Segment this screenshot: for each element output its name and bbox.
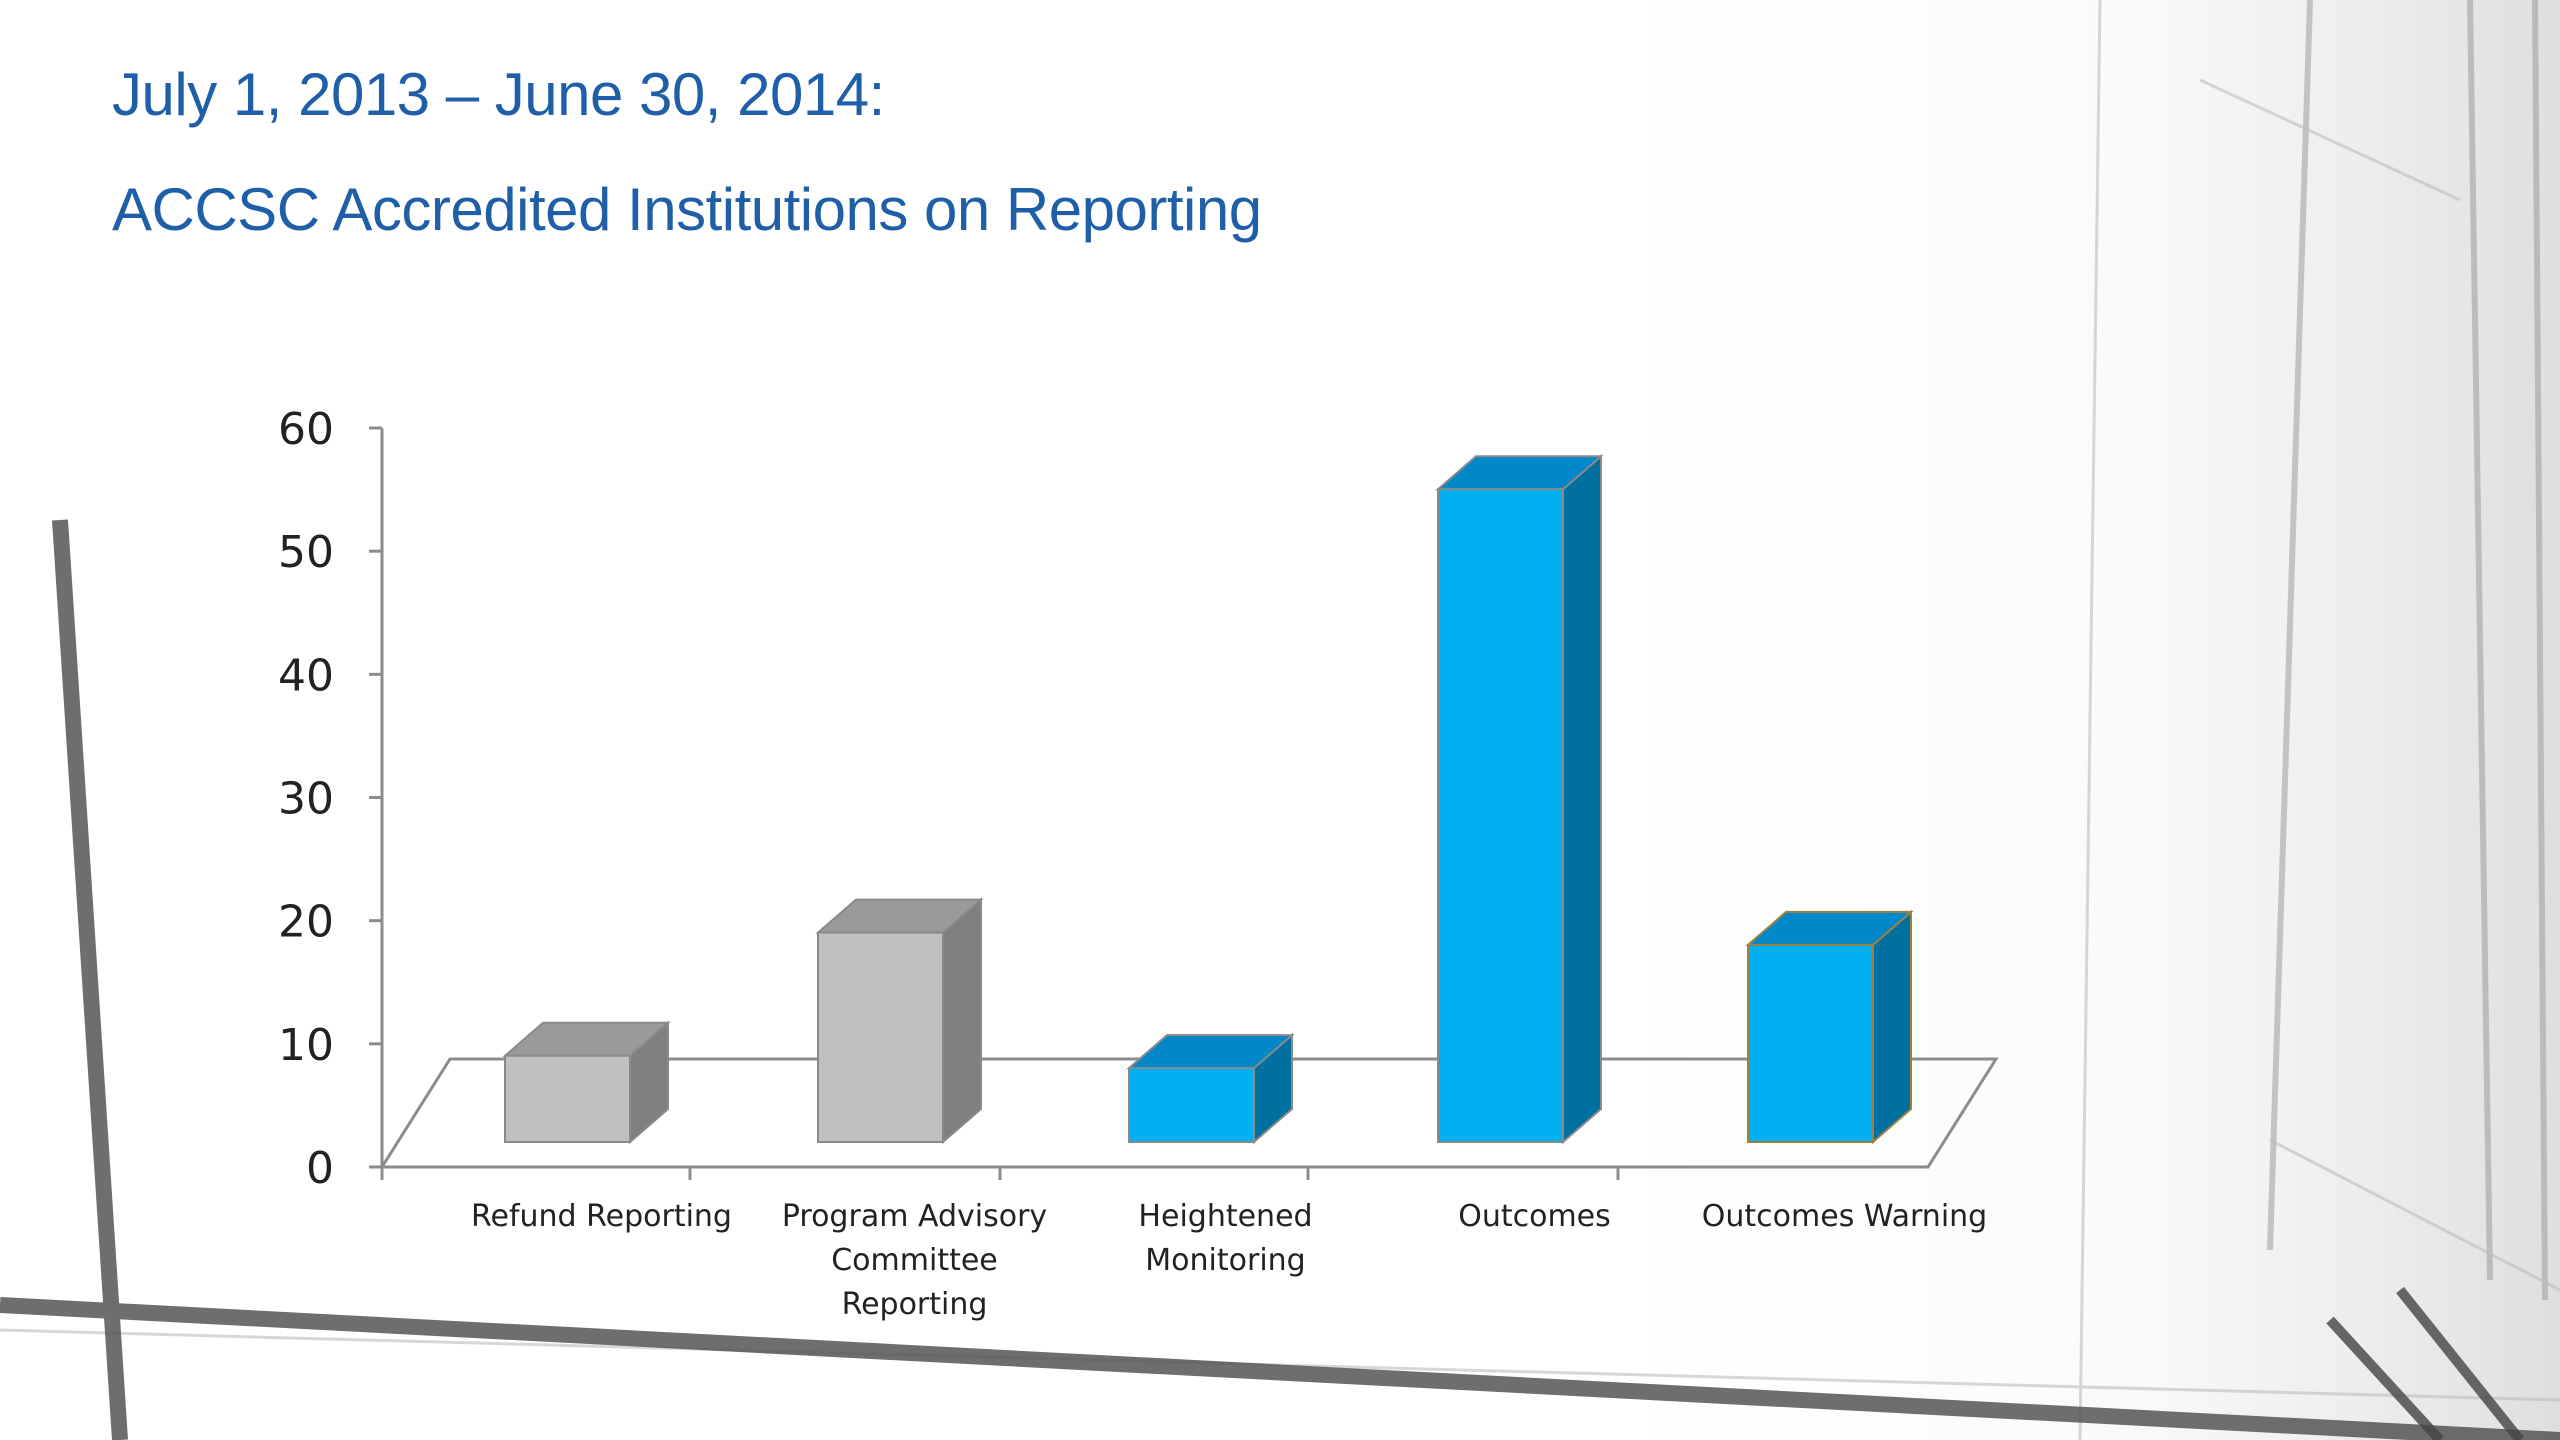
slide-title-subject: ACCSC Accredited Institutions on Reporti… — [112, 176, 1262, 243]
category-label-line: Committee — [831, 1243, 998, 1278]
slide-title-date-range: July 1, 2013 – June 30, 2014: — [112, 61, 885, 128]
category-label: Refund Reporting — [471, 1199, 732, 1234]
y-tick-label: 10 — [278, 1020, 334, 1071]
y-tick-label: 0 — [306, 1143, 334, 1194]
chart-bars — [502, 454, 1914, 1145]
y-tick-labels: 0 10 20 30 40 50 60 — [278, 404, 334, 1194]
category-label: Program Advisory Committee Reporting — [782, 1199, 1047, 1322]
y-tick-label: 40 — [278, 650, 334, 701]
category-labels: Refund Reporting Program Advisory Committe… — [471, 1199, 1987, 1322]
category-label: Outcomes Warning — [1702, 1199, 1987, 1234]
category-label-line: Refund Reporting — [471, 1199, 732, 1234]
bar — [817, 931, 944, 1143]
floor-plane — [379, 1057, 1999, 1169]
category-label-line: Program Advisory — [782, 1199, 1047, 1234]
chart-floor — [379, 1057, 1999, 1180]
bar-side — [1872, 909, 1912, 1145]
category-label: Heightened Monitoring — [1138, 1199, 1312, 1278]
category-label-line: Monitoring — [1145, 1243, 1305, 1278]
category-label-line: Outcomes Warning — [1702, 1199, 1987, 1234]
y-tick-label: 60 — [278, 404, 334, 455]
bar-side — [942, 897, 982, 1145]
category-label-line: Reporting — [842, 1287, 988, 1322]
bar — [1437, 488, 1564, 1143]
category-label-line: Heightened — [1138, 1199, 1312, 1234]
category-label: Outcomes — [1458, 1199, 1611, 1234]
bar — [504, 1054, 631, 1143]
y-tick-label: 30 — [278, 774, 334, 825]
bar-side — [1562, 454, 1602, 1145]
y-axis — [369, 426, 384, 1169]
y-tick-label: 20 — [278, 897, 334, 948]
category-label-line: Outcomes — [1458, 1199, 1611, 1234]
bar — [1747, 943, 1874, 1144]
y-tick-label: 50 — [278, 527, 334, 578]
bar — [1128, 1067, 1255, 1143]
